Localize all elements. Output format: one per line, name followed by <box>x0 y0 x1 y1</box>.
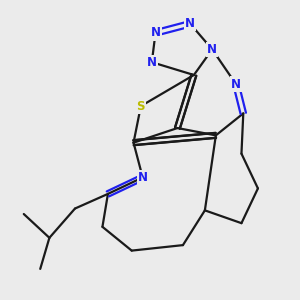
Text: N: N <box>231 78 241 91</box>
Text: N: N <box>147 56 157 69</box>
Text: N: N <box>138 171 148 184</box>
Text: N: N <box>151 26 160 39</box>
Text: S: S <box>136 100 145 112</box>
Text: N: N <box>185 17 195 30</box>
Text: N: N <box>207 43 217 56</box>
